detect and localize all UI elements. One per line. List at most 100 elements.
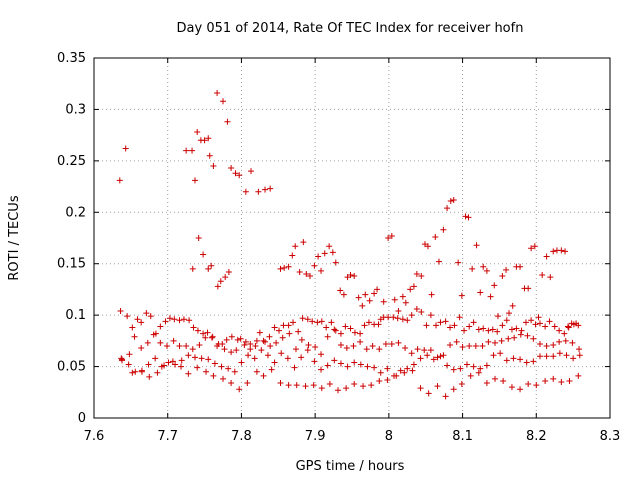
data-point [388, 340, 395, 347]
data-point [480, 325, 487, 332]
data-point [347, 272, 354, 279]
data-point [258, 347, 265, 354]
data-point [385, 235, 392, 241]
data-point [351, 273, 358, 280]
data-point [183, 147, 190, 154]
data-point [531, 243, 538, 250]
data-point [505, 335, 512, 342]
data-point [447, 341, 454, 348]
y-tick-label: 0.1 [65, 308, 86, 323]
data-point [413, 305, 420, 312]
data-point [397, 367, 404, 374]
data-point [550, 375, 557, 382]
data-point [176, 343, 183, 349]
data-point [298, 354, 305, 361]
data-point [385, 314, 392, 321]
data-point [395, 339, 402, 346]
data-point [457, 365, 464, 372]
y-tick-label: 0.15 [57, 257, 86, 272]
data-point [306, 273, 313, 280]
data-point [163, 343, 170, 349]
data-point [311, 358, 318, 365]
data-point [522, 319, 529, 326]
data-point [477, 289, 484, 296]
data-point [382, 340, 389, 347]
data-point [365, 319, 372, 326]
data-point [299, 315, 306, 322]
data-point [511, 334, 518, 341]
data-point [440, 226, 447, 233]
data-point [315, 253, 322, 260]
x-axis-label: GPS time / hours [296, 459, 405, 474]
data-point [442, 318, 449, 325]
data-point [395, 308, 402, 315]
data-point [425, 390, 432, 397]
data-point [492, 339, 499, 346]
data-point [241, 341, 248, 348]
data-point [247, 346, 254, 353]
data-point [290, 319, 297, 326]
data-point [165, 359, 172, 366]
data-point [569, 339, 576, 346]
data-point [337, 287, 344, 294]
data-point [472, 343, 479, 349]
data-point [154, 369, 161, 376]
data-point [410, 283, 417, 290]
data-point [268, 366, 275, 373]
data-point [508, 384, 515, 391]
data-point [298, 336, 305, 343]
data-point [255, 188, 262, 195]
data-point [318, 385, 325, 392]
data-point [576, 352, 583, 359]
data-point [477, 365, 484, 372]
data-point [252, 343, 259, 349]
data-point [490, 352, 497, 359]
data-point [209, 333, 216, 340]
data-point [292, 346, 299, 353]
data-point [399, 293, 406, 300]
data-point [351, 329, 358, 336]
data-point [122, 145, 129, 152]
data-point [357, 361, 364, 368]
data-point [410, 361, 417, 368]
data-point [444, 362, 451, 369]
data-point [508, 326, 515, 333]
data-point [533, 382, 540, 389]
data-point [536, 320, 543, 327]
data-point [494, 328, 501, 335]
data-point [399, 316, 406, 323]
data-point [375, 321, 382, 328]
data-point [413, 271, 420, 277]
data-point [528, 317, 535, 324]
x-tick-label: 8.3 [600, 429, 621, 444]
data-point [304, 316, 311, 323]
data-point [171, 316, 178, 323]
data-point [278, 350, 285, 357]
data-point [251, 355, 258, 362]
data-point [402, 299, 409, 306]
data-point [547, 274, 554, 281]
data-point [539, 272, 546, 279]
tick-labels: 7.6 7.7 7.8 7.9 8 8.1 8.2 8.3 0 0.05 0.1 0.15 0.2 0.2… [57, 51, 620, 444]
data-point [523, 359, 530, 366]
data-point [242, 338, 249, 345]
data-point [417, 385, 424, 392]
data-point [296, 268, 303, 275]
data-point [384, 365, 391, 372]
data-point [244, 380, 251, 387]
data-point [134, 316, 141, 323]
data-point [202, 334, 209, 341]
data-point [157, 323, 164, 330]
data-point [485, 338, 492, 345]
data-points [116, 89, 583, 400]
data-point [302, 383, 309, 390]
data-point [455, 259, 462, 266]
data-point [462, 213, 469, 220]
data-point [318, 366, 325, 373]
data-point [376, 346, 383, 353]
data-point [556, 350, 563, 357]
data-point [556, 338, 563, 345]
data-point [267, 343, 274, 349]
data-point [562, 248, 569, 255]
data-point [305, 341, 312, 348]
